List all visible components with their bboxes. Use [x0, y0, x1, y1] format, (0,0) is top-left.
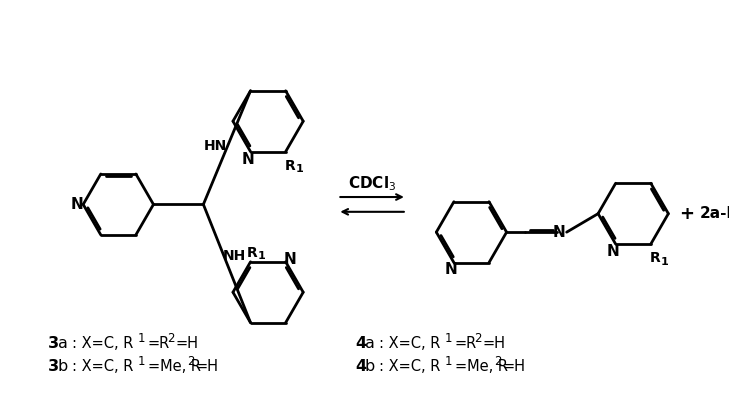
Text: =Me, R: =Me, R — [148, 359, 201, 374]
Text: N: N — [445, 262, 458, 277]
Text: =H: =H — [176, 336, 198, 351]
Text: 1: 1 — [660, 257, 668, 266]
Text: N: N — [241, 152, 254, 166]
Text: =H: =H — [483, 336, 505, 351]
Text: 4: 4 — [355, 336, 366, 351]
Text: R: R — [650, 251, 660, 265]
Text: a: a — [58, 336, 68, 351]
Text: NH: NH — [223, 249, 246, 263]
Text: =R: =R — [148, 336, 170, 351]
Text: 1: 1 — [445, 355, 452, 368]
Text: 2: 2 — [167, 332, 175, 345]
Text: =H: =H — [503, 359, 526, 374]
Text: =H: =H — [196, 359, 219, 374]
Text: 2: 2 — [187, 355, 195, 368]
Text: a: a — [364, 336, 375, 351]
Text: 2: 2 — [474, 332, 482, 345]
Text: N: N — [71, 197, 83, 212]
Text: 1: 1 — [138, 355, 145, 368]
Text: R: R — [247, 246, 258, 259]
Text: =Me, R: =Me, R — [455, 359, 508, 374]
Text: 1: 1 — [445, 332, 452, 345]
Text: 1: 1 — [258, 251, 265, 261]
Text: 3: 3 — [48, 359, 59, 374]
Text: N: N — [607, 244, 619, 259]
Text: b: b — [364, 359, 375, 374]
Text: 1: 1 — [296, 164, 303, 174]
Text: : X=C, R: : X=C, R — [72, 359, 133, 374]
Text: N: N — [284, 251, 297, 266]
Text: : X=C, R: : X=C, R — [379, 336, 440, 351]
Text: 2: 2 — [494, 355, 502, 368]
Text: CDCl$_3$: CDCl$_3$ — [348, 175, 397, 194]
Text: 4: 4 — [355, 359, 366, 374]
Text: N: N — [553, 225, 566, 240]
Text: =R: =R — [455, 336, 477, 351]
Text: b: b — [58, 359, 68, 374]
Text: : X=C, R: : X=C, R — [72, 336, 133, 351]
Text: 1: 1 — [138, 332, 145, 345]
Text: HN: HN — [204, 139, 227, 153]
Text: 2a-b: 2a-b — [700, 206, 729, 221]
Text: +: + — [679, 204, 694, 222]
Text: 3: 3 — [48, 336, 59, 351]
Text: : X=C, R: : X=C, R — [379, 359, 440, 374]
Text: R: R — [285, 158, 296, 173]
